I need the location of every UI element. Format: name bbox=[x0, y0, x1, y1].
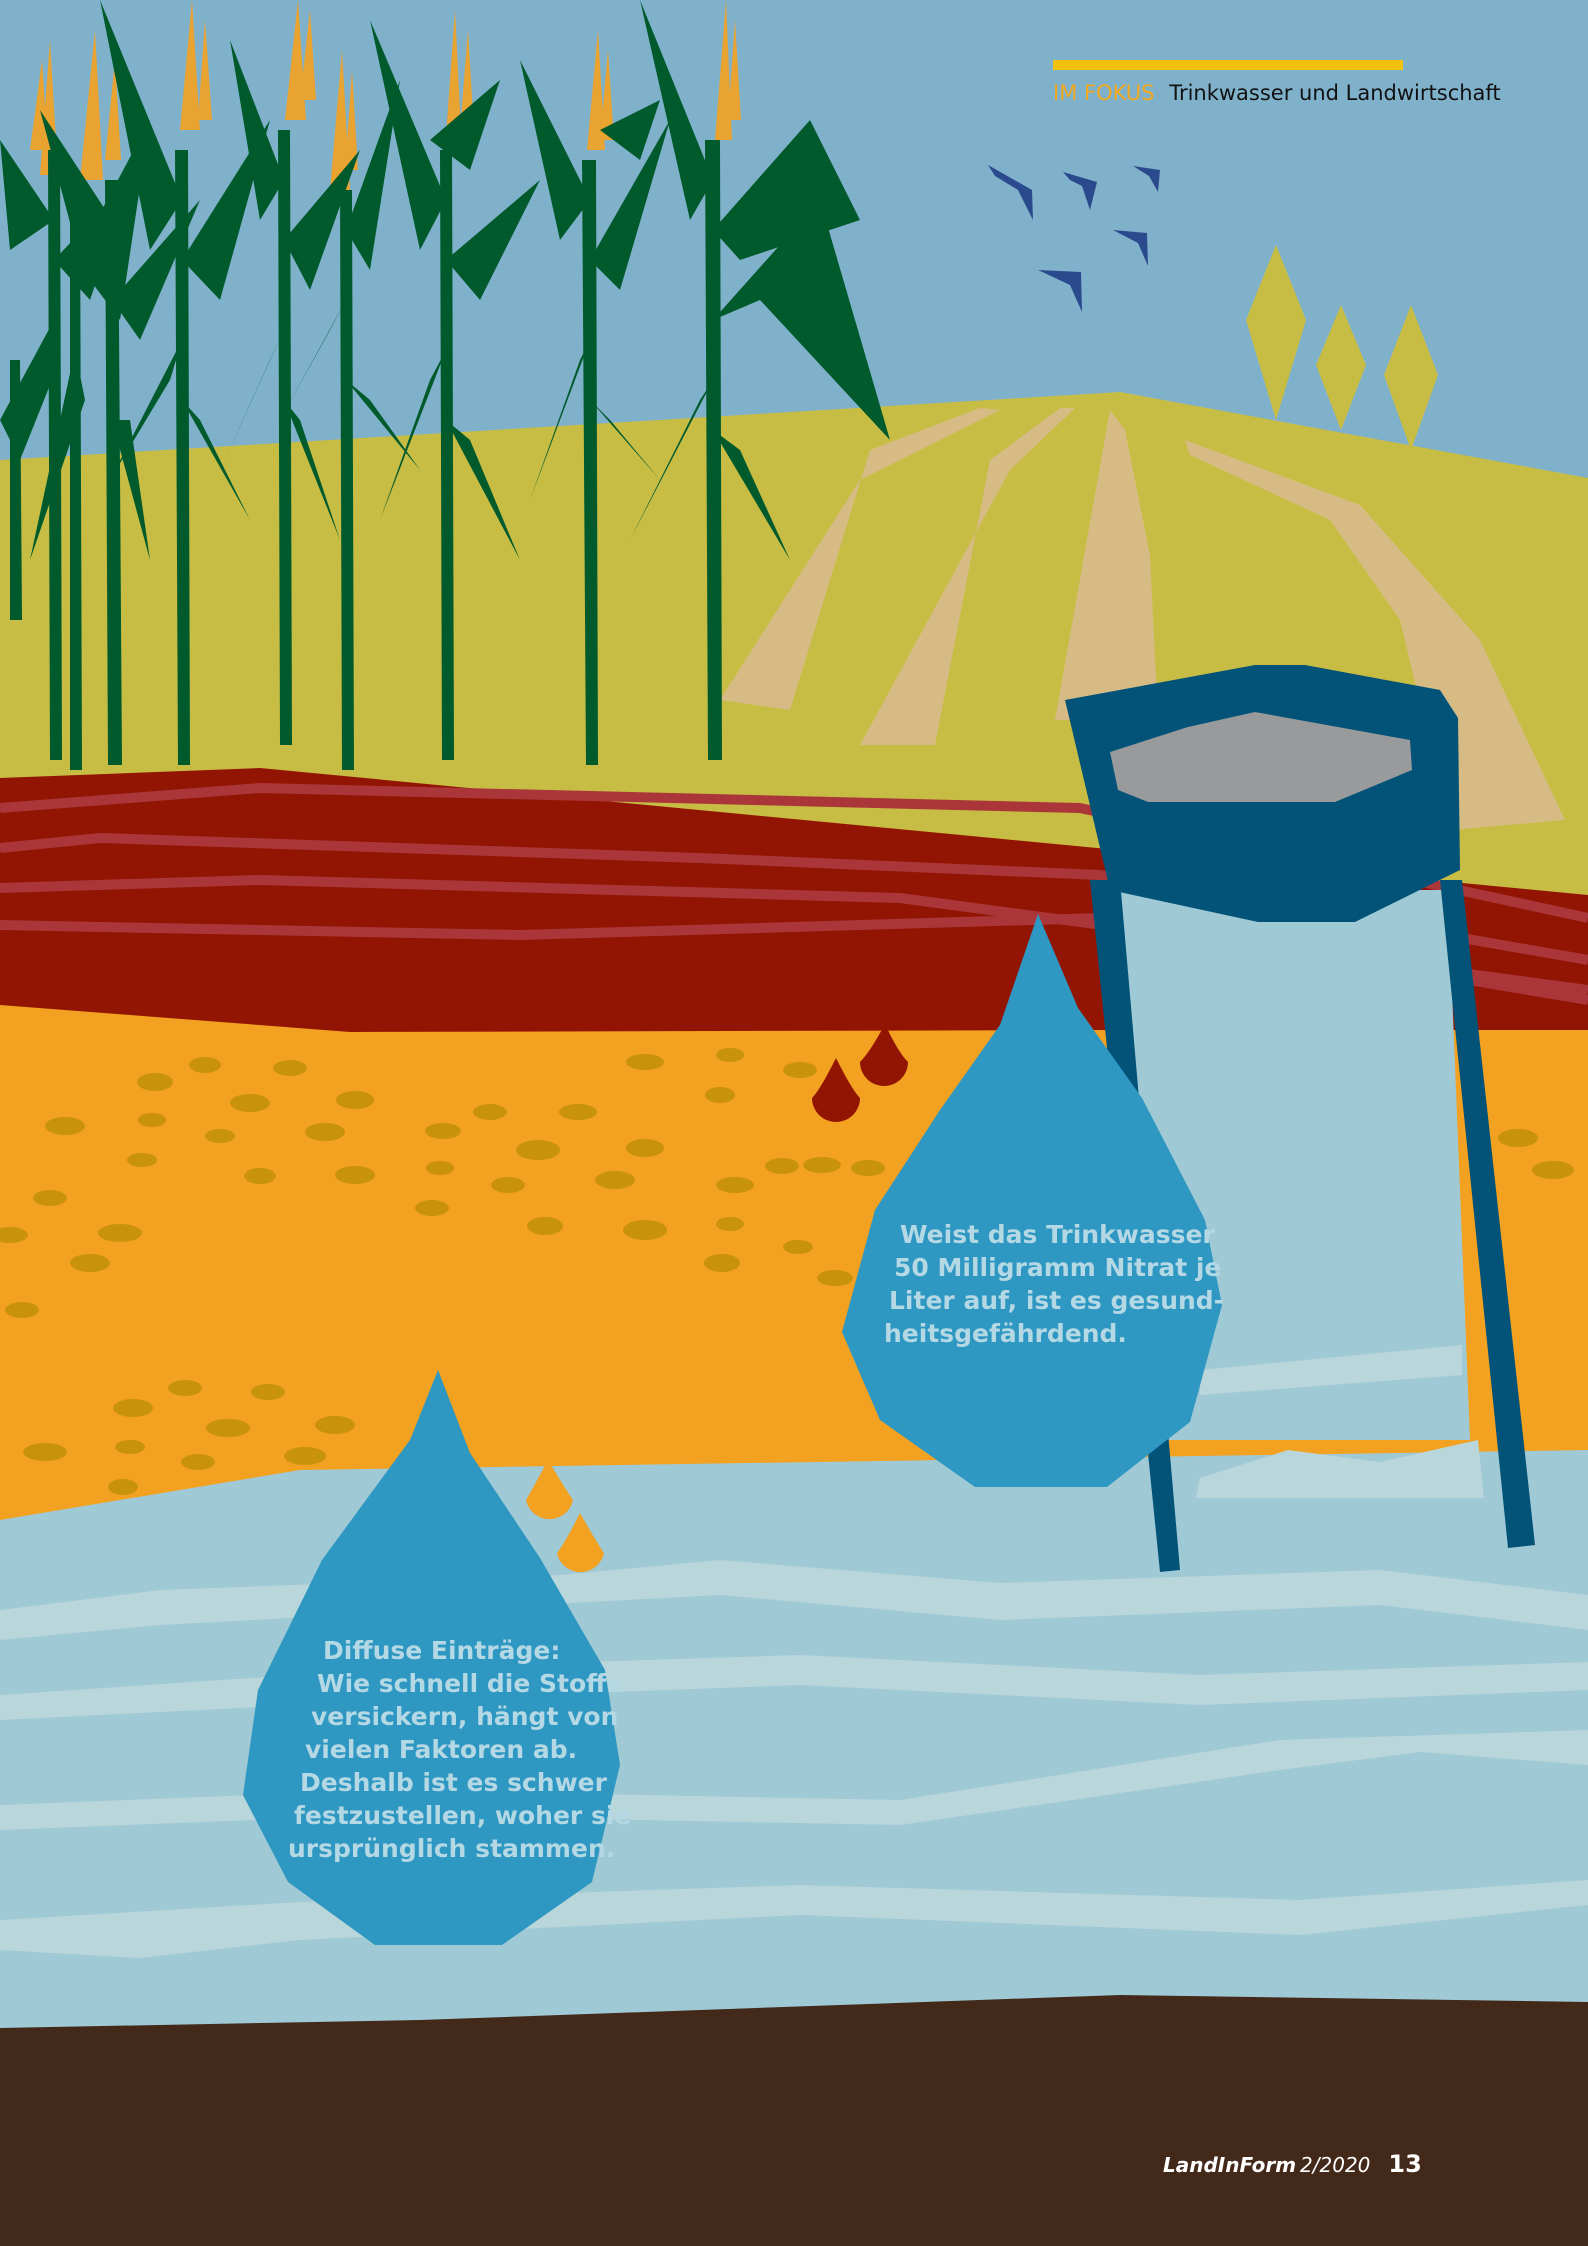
text-line: heitsgefährdend. bbox=[884, 1319, 1127, 1348]
field-furrow bbox=[860, 408, 1075, 745]
bird bbox=[988, 165, 1033, 220]
text-line: 50 Milligramm Nitrat je bbox=[894, 1253, 1222, 1282]
pollutant-drops bbox=[526, 1460, 604, 1573]
drop-left bbox=[243, 1370, 620, 1945]
bird bbox=[1133, 166, 1160, 192]
text-line: Diffuse Einträge: bbox=[323, 1636, 561, 1665]
text-line: Weist das Trinkwasser bbox=[900, 1220, 1215, 1249]
header-accent-bar bbox=[1053, 60, 1403, 70]
drop-right-text: Weist das Trinkwasser 50 Milligramm Nitr… bbox=[884, 1218, 1224, 1350]
field-furrow bbox=[720, 408, 1000, 710]
magazine-name: LandInForm bbox=[1163, 2153, 1297, 2177]
issue-number: 2/2020 bbox=[1300, 2153, 1371, 2177]
well-water-wave bbox=[1196, 1440, 1484, 1498]
bird bbox=[1063, 172, 1097, 210]
groundwater-layer bbox=[0, 1450, 1588, 2030]
well-pipe-right bbox=[1440, 880, 1535, 1548]
corn-plants bbox=[0, 0, 890, 770]
ground-bottom bbox=[0, 1995, 1588, 2246]
section-kicker: IM FOKUS bbox=[1053, 81, 1155, 105]
bird bbox=[1038, 270, 1082, 312]
nitrate-drops bbox=[812, 1024, 908, 1122]
poplar-trees bbox=[1246, 245, 1438, 450]
corn-leaves bbox=[0, 0, 890, 560]
text-line: versickern, hängt von bbox=[311, 1702, 619, 1731]
drop-left-text: Diffuse Einträge: Wie schnell die Stoffe… bbox=[288, 1634, 631, 1865]
section-topic: Trinkwasser und Landwirtschaft bbox=[1169, 81, 1501, 105]
text-line: festzustellen, woher sie bbox=[294, 1801, 632, 1830]
drop-right bbox=[842, 914, 1222, 1487]
corn-stalks bbox=[10, 130, 722, 770]
well-water-wave bbox=[1200, 1345, 1462, 1395]
text-line: Liter auf, ist es gesund- bbox=[889, 1286, 1225, 1315]
well-opening bbox=[1110, 712, 1412, 802]
field-furrow bbox=[1185, 440, 1565, 830]
page-footer: LandInForm 2/2020 13 bbox=[1163, 2150, 1422, 2178]
page-number: 13 bbox=[1388, 2150, 1422, 2178]
text-line: ursprünglich stammen. bbox=[288, 1834, 616, 1863]
bird bbox=[1113, 230, 1148, 266]
text-line: Deshalb ist es schwer bbox=[300, 1768, 607, 1797]
birds bbox=[988, 165, 1160, 312]
text-line: vielen Faktoren ab. bbox=[305, 1735, 578, 1764]
gravel-pebbles bbox=[0, 1048, 1574, 1495]
field-furrow bbox=[1055, 410, 1158, 720]
section-header: IM FOKUS Trinkwasser und Landwirtschaft bbox=[1053, 80, 1501, 106]
text-line: Wie schnell die Stoffe bbox=[317, 1669, 624, 1698]
